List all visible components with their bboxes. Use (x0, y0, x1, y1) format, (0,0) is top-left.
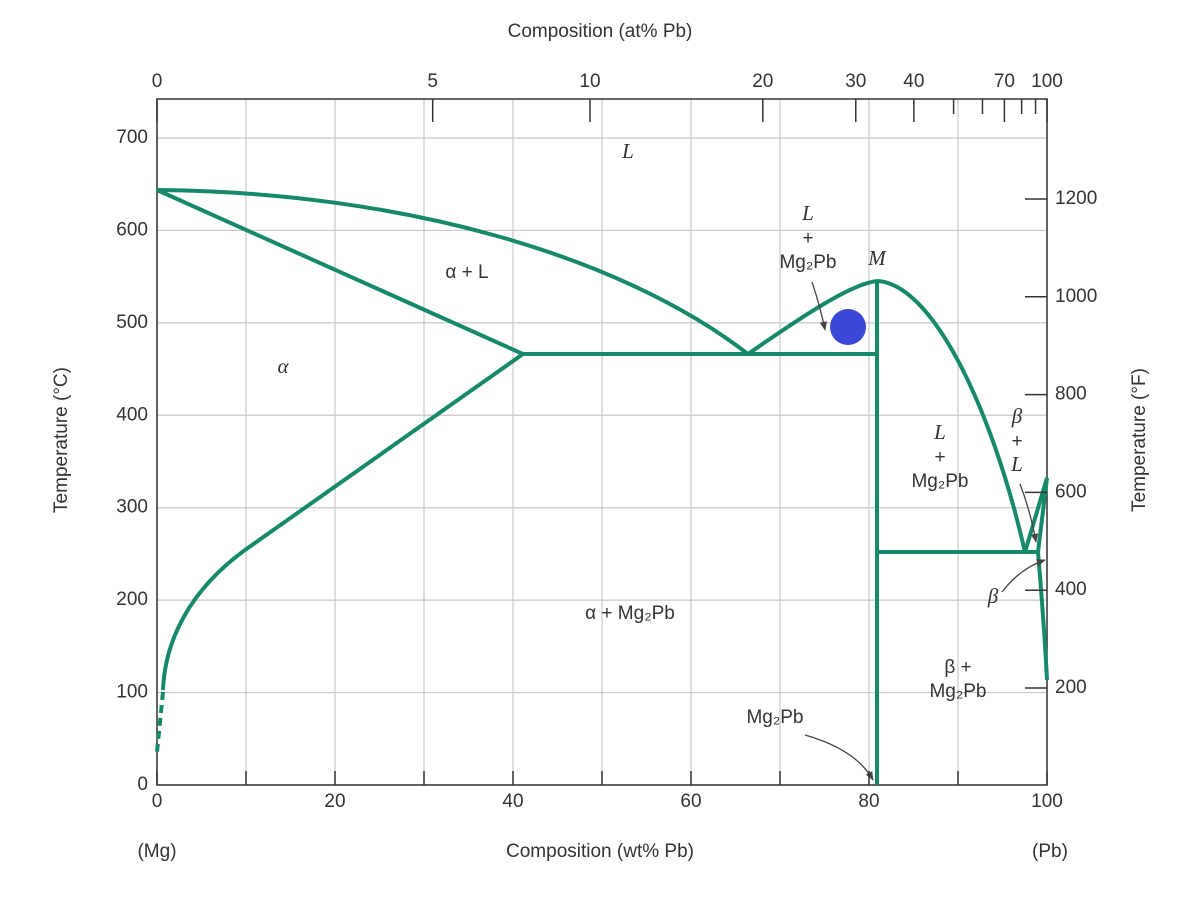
y2-tick-label: 200 (1055, 677, 1087, 698)
right-axis-title: Temperature (°F) (1129, 368, 1150, 512)
top-tick-label: 40 (903, 71, 924, 92)
left-end-label: (Mg) (137, 841, 176, 862)
y-tick-label: 400 (116, 404, 148, 425)
solidus-beta (1036, 477, 1049, 681)
marker-dot (830, 309, 866, 345)
y-tick-label: 300 (116, 497, 148, 518)
x-tick-label: 80 (858, 791, 879, 812)
region-label: Mg₂Pb (746, 707, 803, 728)
region-label: β (1011, 404, 1023, 428)
y-tick-label: 200 (116, 589, 148, 610)
y-tick-label: 600 (116, 219, 148, 240)
arrow (1019, 483, 1039, 543)
left-axis-title: Temperature (°C) (51, 367, 72, 513)
arrows (804, 281, 1046, 781)
region-label: L (621, 139, 634, 163)
top-tick-label: 20 (752, 71, 773, 92)
y2-tick-label: 1200 (1055, 188, 1097, 209)
region-label: + (934, 447, 945, 468)
y2-tick-label: 1000 (1055, 286, 1097, 307)
y2-tick-label: 800 (1055, 384, 1087, 405)
x-tick-label: 100 (1031, 791, 1063, 812)
top-tick-label: 10 (579, 71, 600, 92)
solvus-alpha (161, 352, 525, 691)
grid (156, 99, 1048, 786)
solidus-alpha (156, 188, 524, 356)
y-tick-label: 700 (116, 127, 148, 148)
bottom-axis-title: Composition (wt% Pb) (506, 841, 694, 862)
region-label: L (933, 420, 946, 444)
region-label: L (801, 201, 814, 225)
phase-boundaries (155, 188, 1049, 785)
x-tick-label: 60 (680, 791, 701, 812)
region-label: α + Mg₂Pb (585, 603, 675, 624)
region-label: Mg₂Pb (911, 471, 968, 492)
y2-tick-label: 400 (1055, 579, 1087, 600)
x-tick-label: 0 (152, 791, 163, 812)
region-label: Mg₂Pb (929, 681, 986, 702)
region-label: + (802, 228, 813, 249)
top-tick-label: 30 (845, 71, 866, 92)
top-axis-title: Composition (at% Pb) (508, 21, 693, 42)
arrow (1001, 559, 1046, 593)
region-label: β (987, 584, 999, 608)
solvus-alpha-extrapolated (155, 691, 165, 753)
y2-tick-label: 600 (1055, 481, 1087, 502)
right-end-label: (Pb) (1032, 841, 1068, 862)
x-tick-label: 20 (324, 791, 345, 812)
liquidus-beta (1023, 477, 1049, 553)
top-tick-label: 5 (427, 71, 438, 92)
y-tick-label: 0 (137, 774, 148, 795)
region-label: α + L (445, 262, 488, 283)
region-label: Mg₂Pb (779, 252, 836, 273)
y-tick-label: 500 (116, 312, 148, 333)
region-label: + (1011, 431, 1022, 452)
region-label: β + (944, 657, 971, 678)
arrow (804, 734, 874, 781)
region-label: L (1010, 452, 1023, 476)
liquidus-alpha (156, 188, 750, 356)
liquidus-mg2pb-left (746, 279, 878, 356)
arrow (811, 281, 827, 331)
y-tick-label: 100 (116, 682, 148, 703)
region-label: M (867, 246, 887, 270)
top-tick-label: 100 (1031, 71, 1063, 92)
x-tick-label: 40 (502, 791, 523, 812)
liquidus-mg2pb-right (876, 279, 1027, 553)
region-label: α (277, 354, 289, 378)
top-tick-label: 0 (152, 71, 163, 92)
top-tick-label: 70 (994, 71, 1015, 92)
